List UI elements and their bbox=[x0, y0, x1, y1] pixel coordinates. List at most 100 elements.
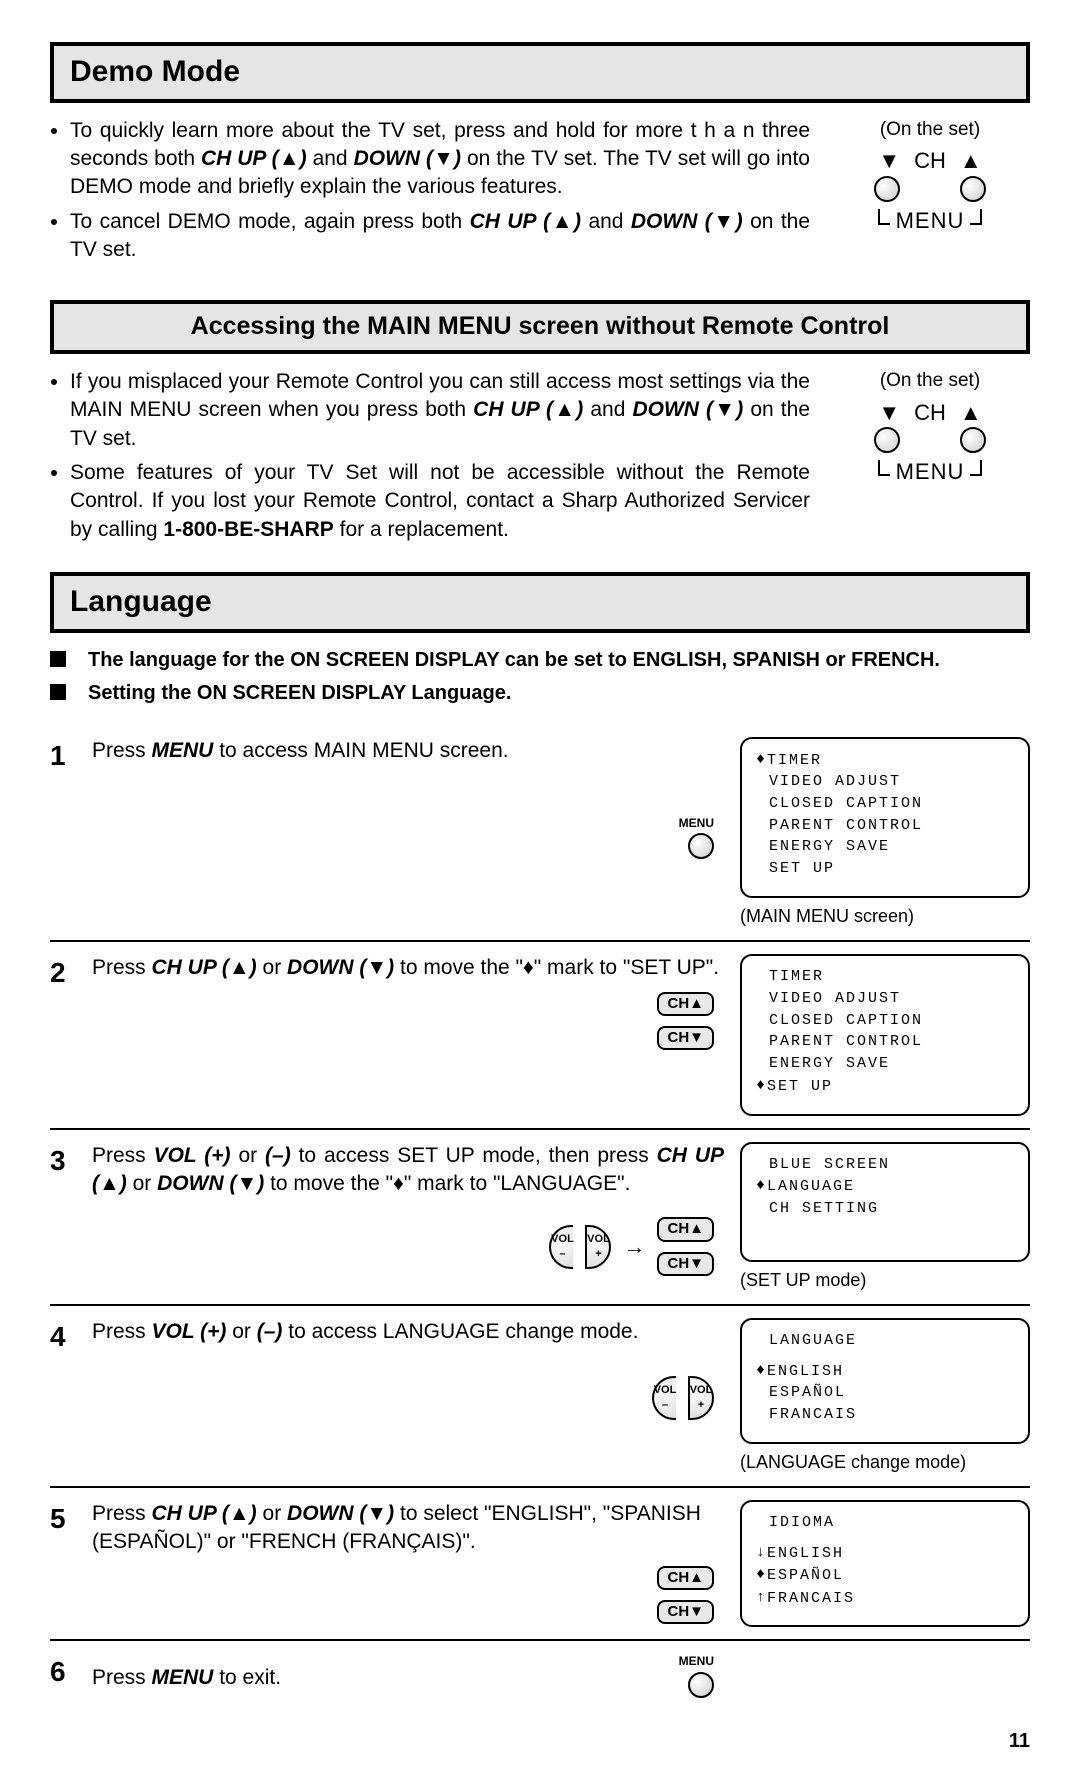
txt: VOL (+) bbox=[152, 1320, 227, 1343]
txt: DOWN (▼) bbox=[354, 147, 461, 170]
page-number: 11 bbox=[50, 1728, 1030, 1755]
txt: DOWN (▼) bbox=[632, 398, 743, 421]
step-num: 1 bbox=[50, 737, 76, 929]
osd-line: TIMER bbox=[756, 966, 1014, 988]
menu-label: MENU bbox=[896, 457, 965, 487]
step-body: Press MENU to access MAIN MENU screen. M… bbox=[92, 737, 724, 929]
osd-setup-sel: TIMER VIDEO ADJUST CLOSED CAPTION PARENT… bbox=[740, 954, 1030, 1115]
step-body: Press CH UP (▲) or DOWN (▼) to move the … bbox=[92, 954, 724, 1115]
ch-up-button: CH▲ bbox=[657, 1217, 714, 1241]
osd-line: PARENT CONTROL bbox=[756, 815, 1014, 837]
step-body: Press VOL (+) or (–) to access LANGUAGE … bbox=[92, 1318, 724, 1474]
vol-minus-button: VOL – bbox=[652, 1376, 676, 1420]
ch-down-button: CH▼ bbox=[657, 1252, 714, 1276]
step-body: Press MENU to exit. MENU bbox=[92, 1653, 724, 1701]
txt: and bbox=[313, 147, 354, 170]
txt: to access LANGUAGE change mode. bbox=[288, 1320, 638, 1343]
osd-line: VIDEO ADJUST bbox=[756, 988, 1014, 1010]
txt: MENU bbox=[152, 739, 214, 762]
osd-caption: (MAIN MENU screen) bbox=[740, 904, 1030, 928]
demo-bullets: To quickly learn more about the TV set, … bbox=[50, 117, 810, 271]
bracket-left-icon bbox=[878, 460, 890, 476]
txt: VOL bbox=[587, 1232, 610, 1247]
txt: Press bbox=[92, 739, 152, 762]
onset-cap: (On the set) bbox=[830, 368, 1030, 394]
txt: CH UP (▲) bbox=[470, 210, 581, 233]
txt: DOWN (▼) bbox=[631, 210, 743, 233]
osd-line: CLOSED CAPTION bbox=[756, 793, 1014, 815]
osd-setup: BLUE SCREEN ♦LANGUAGE CH SETTING bbox=[740, 1142, 1030, 1262]
osd-line: IDIOMA bbox=[756, 1512, 1014, 1534]
menu-label: MENU bbox=[679, 1653, 714, 1669]
marker-icon: ♦ bbox=[523, 954, 534, 982]
bracket-right-icon bbox=[970, 209, 982, 225]
txt: To cancel DEMO mode, again press both bbox=[70, 210, 470, 233]
step-6: 6 Press MENU to exit. MENU bbox=[50, 1639, 1030, 1713]
osd-line: FRANCAIS bbox=[756, 1404, 1014, 1426]
txt: + bbox=[698, 1398, 704, 1413]
osd-line: CH SETTING bbox=[756, 1198, 1014, 1220]
section-language-title: Language bbox=[50, 572, 1030, 633]
txt: Press bbox=[92, 1320, 152, 1343]
step-body: Press CH UP (▲) or DOWN (▼) to select "E… bbox=[92, 1500, 724, 1628]
txt: VOL bbox=[654, 1383, 677, 1398]
osd-line: PARENT CONTROL bbox=[756, 1031, 1014, 1053]
txt: to move the " bbox=[270, 1172, 393, 1195]
access-row: If you misplaced your Remote Control you… bbox=[50, 368, 1030, 560]
marker-icon: ♦ bbox=[756, 1175, 767, 1197]
step-2: 2 Press CH UP (▲) or DOWN (▼) to move th… bbox=[50, 940, 1030, 1127]
ch-up-button: CH▲ bbox=[657, 992, 714, 1016]
marker-icon: ♦ bbox=[393, 1170, 404, 1198]
osd-line: ENGLISH bbox=[767, 1362, 844, 1379]
txt: 1-800-BE-SHARP bbox=[163, 518, 333, 541]
txt: CH UP (▲) bbox=[152, 956, 257, 979]
osd-line: LANGUAGE bbox=[767, 1178, 855, 1195]
vol-minus-button: VOL – bbox=[549, 1225, 573, 1269]
txt: VOL (+) bbox=[154, 1144, 231, 1167]
osd-line: ENERGY SAVE bbox=[756, 1053, 1014, 1075]
access-b2: Some features of your TV Set will not be… bbox=[70, 459, 810, 544]
txt: DOWN (▼) bbox=[287, 956, 394, 979]
osd-line: TIMER bbox=[767, 751, 822, 768]
txt: to access SET UP mode, then press bbox=[299, 1144, 657, 1167]
ch-down-button: CH▼ bbox=[657, 1026, 714, 1050]
bracket-right-icon bbox=[970, 460, 982, 476]
ch-up-btn bbox=[960, 176, 986, 202]
demo-b1: To quickly learn more about the TV set, … bbox=[70, 117, 810, 202]
step-3: 3 Press VOL (+) or (–) to access SET UP … bbox=[50, 1128, 1030, 1304]
txt: or bbox=[263, 956, 288, 979]
txt: – bbox=[559, 1247, 565, 1262]
access-bullets: If you misplaced your Remote Control you… bbox=[50, 368, 810, 550]
txt: CH UP (▲) bbox=[201, 147, 307, 170]
osd-caption: (LANGUAGE change mode) bbox=[740, 1450, 1030, 1474]
ch-up-btn bbox=[960, 427, 986, 453]
down-icon: ▼ bbox=[878, 146, 900, 176]
osd-line: ENGLISH bbox=[767, 1545, 844, 1562]
bracket-left-icon bbox=[878, 209, 890, 225]
txt: and bbox=[590, 398, 632, 421]
ch-label: CH bbox=[914, 398, 946, 428]
section-demo-title: Demo Mode bbox=[50, 42, 1030, 103]
access-b1: If you misplaced your Remote Control you… bbox=[70, 368, 810, 453]
marker-icon: ♦ bbox=[756, 1075, 767, 1097]
arrow-right-icon: → bbox=[623, 1232, 645, 1262]
txt: to access MAIN MENU screen. bbox=[219, 739, 508, 762]
vol-plus-button: VOL + bbox=[585, 1225, 611, 1269]
up-icon: ▲ bbox=[960, 146, 982, 176]
step-num: 3 bbox=[50, 1142, 76, 1292]
osd-line: VIDEO ADJUST bbox=[756, 771, 1014, 793]
txt: DOWN (▼) bbox=[287, 1502, 394, 1525]
osd-line: SET UP bbox=[767, 1078, 833, 1095]
osd-idioma: IDIOMA ↓ENGLISH ♦ESPAÑOL ↑FRANCAIS bbox=[740, 1500, 1030, 1628]
osd-line: ENERGY SAVE bbox=[756, 836, 1014, 858]
txt: VOL bbox=[551, 1232, 574, 1247]
step-num: 5 bbox=[50, 1500, 76, 1628]
lang-intro: The language for the ON SCREEN DISPLAY c… bbox=[50, 647, 1030, 707]
onset-cap: (On the set) bbox=[830, 117, 1030, 143]
osd-line: ESPAÑOL bbox=[767, 1567, 844, 1584]
txt: (–) bbox=[257, 1320, 283, 1343]
txt: (–) bbox=[265, 1144, 291, 1167]
ch-down-button: CH▼ bbox=[657, 1600, 714, 1624]
ch-down-btn bbox=[874, 176, 900, 202]
txt: Press bbox=[92, 956, 152, 979]
